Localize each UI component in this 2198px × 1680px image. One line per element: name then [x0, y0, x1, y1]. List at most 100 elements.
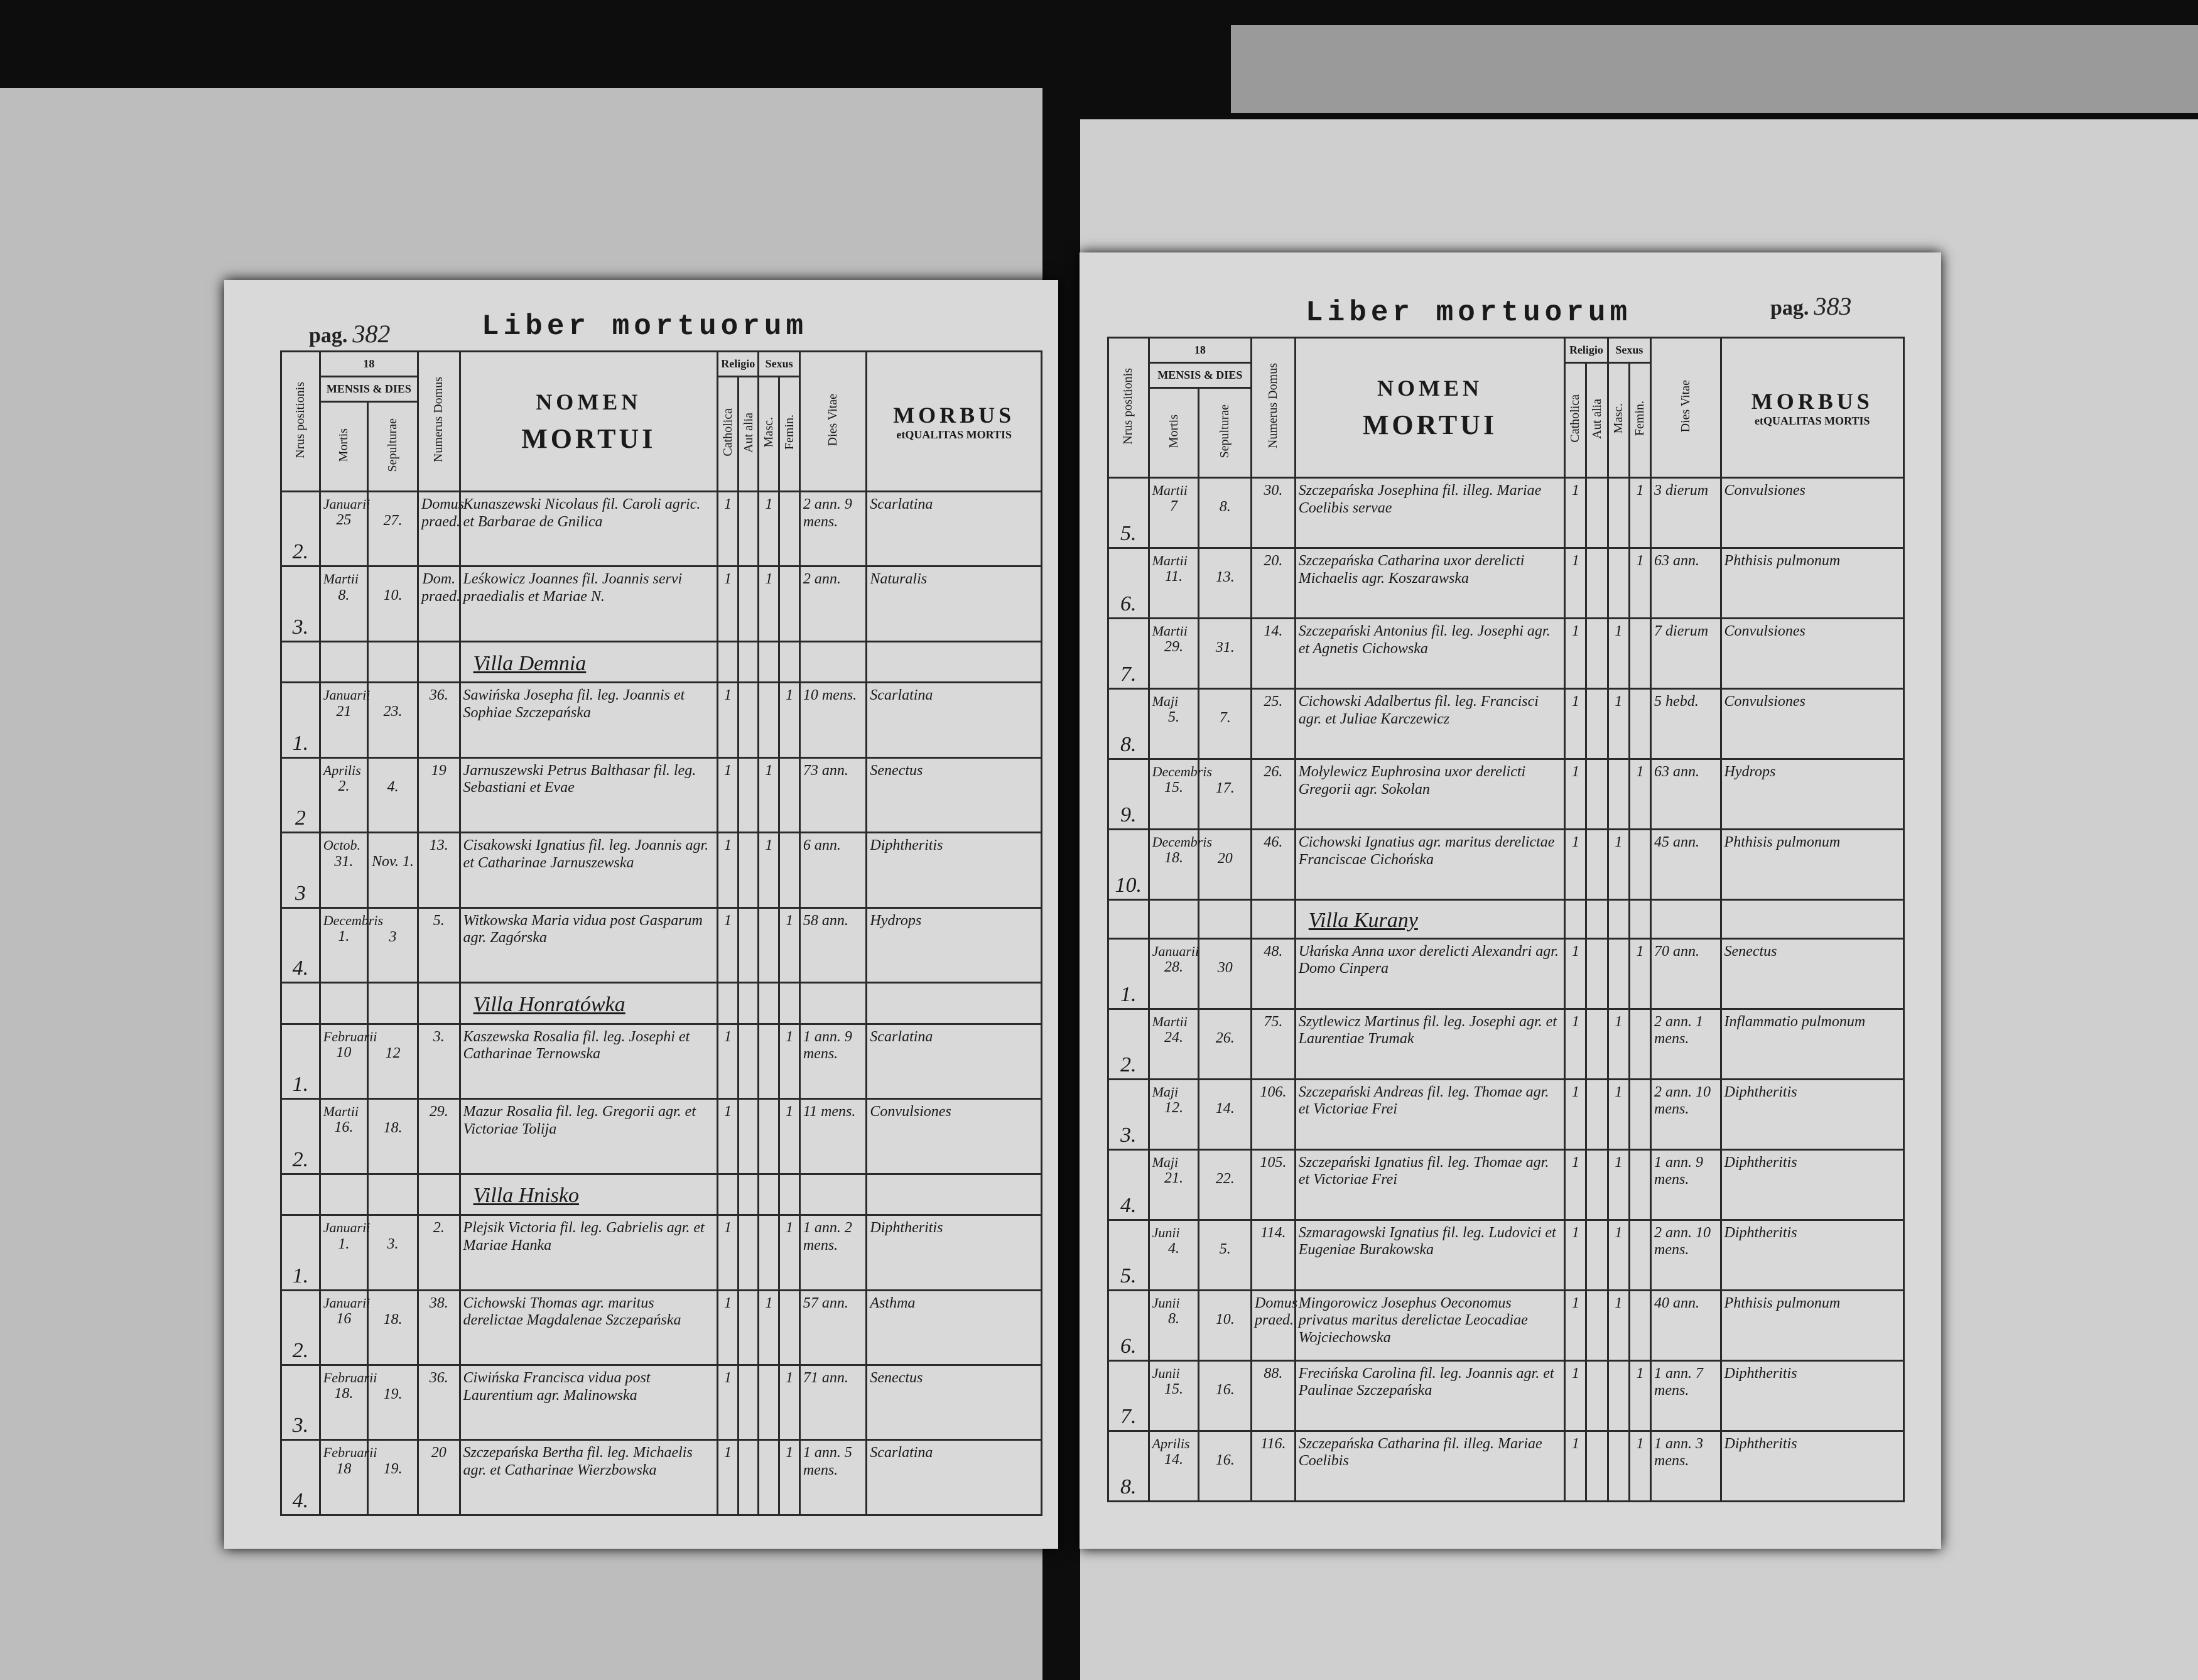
- mortis-text: 16: [336, 1310, 352, 1327]
- domus-cell: 105.: [1250, 1148, 1296, 1221]
- catholica-cell: 1: [717, 1098, 739, 1175]
- femin-header: Femin.: [778, 376, 801, 492]
- entry-row: 5. Martii 7 8. 30. Szczepańska Josephina fil.…: [1107, 476, 1905, 550]
- morbus-cell: Scarlatina: [865, 1439, 1042, 1516]
- entry-number-text: 7.: [1120, 662, 1137, 686]
- spacer: [1202, 943, 1248, 960]
- header-text: MORBUS: [893, 402, 1015, 428]
- morbus-cell-text: Scarlatina: [870, 496, 933, 512]
- mortis-cell: Junii 4.: [1147, 1218, 1200, 1291]
- mortis-text: 8.: [338, 587, 350, 604]
- header-text: MENSIS & DIES: [326, 382, 411, 395]
- domus-cell: Domus praed.: [416, 490, 464, 568]
- morbus-cell: Asthma: [865, 1289, 1042, 1367]
- masc-cell-text: 1: [1615, 1224, 1623, 1241]
- catholica-cell-text: 1: [723, 762, 732, 779]
- masc-cell: [757, 906, 781, 984]
- spacer: [1202, 1295, 1248, 1311]
- sepulturae-cell: 18.: [367, 1289, 419, 1367]
- sepulturae-text: 10.: [383, 587, 403, 604]
- morbus-cell-text: Asthma: [870, 1294, 916, 1311]
- sepulturae-header: Sepulturae: [1198, 387, 1253, 479]
- catholica-cell-text: 1: [723, 1370, 732, 1387]
- catholica-cell-text: 1: [1571, 1224, 1579, 1241]
- spacer: [371, 762, 414, 779]
- name-cell-text: Ułańska Anna uxor derelicti Alexandri ag…: [1298, 943, 1559, 977]
- sexus-header: Sexus: [1606, 337, 1652, 364]
- entry-row: 6. Martii 11. 13. 20. Szczepańska Catharina u…: [1107, 547, 1905, 620]
- sepulturae-text: 31.: [1215, 639, 1235, 656]
- domus-header: Numerus Domus: [1250, 337, 1296, 479]
- femin-cell: 1: [1628, 1359, 1652, 1432]
- entry-number: 7.: [1107, 1359, 1150, 1432]
- mortis-cell: Januarii 21: [318, 681, 370, 759]
- aut-alia-cell: [1585, 1218, 1609, 1291]
- sepulturae-text: 27.: [383, 512, 403, 529]
- village-name: Villa Kurany: [1308, 908, 1418, 932]
- morbus-cell-text: Phthisis pulmonum: [1724, 1294, 1841, 1311]
- village-row: Villa Kurany: [1107, 899, 1905, 940]
- village-name: Villa Demnia: [473, 651, 587, 675]
- entry-row: 5. Junii 4. 5. 114. Szmaragowski Ignatius fil…: [1107, 1218, 1905, 1291]
- morbus-cell: Diphtheritis: [1719, 1359, 1905, 1432]
- morbus-cell-text: Diphtheritis: [1724, 1083, 1797, 1100]
- catholica-cell: 1: [1564, 1078, 1588, 1151]
- femin-cell-text: 1: [786, 687, 793, 704]
- empty-cell: [798, 982, 868, 1025]
- mortis-cell: Aprilis 14.: [1147, 1429, 1200, 1502]
- catholica-cell: 1: [1564, 828, 1588, 901]
- entry-number: 4.: [1107, 1148, 1150, 1221]
- header-row: MENSIS & DIES Catholica Aut alia Masc. Femin…: [281, 376, 1042, 492]
- village-row: Villa Hnisko: [280, 1173, 1042, 1217]
- entry-number-text: 2.: [292, 1147, 309, 1171]
- domus-cell: 36.: [416, 1364, 461, 1441]
- aut-alia-cell: [737, 1098, 760, 1175]
- mortis-cell: Martii 8.: [318, 565, 369, 642]
- empty-cell: [865, 640, 1042, 684]
- mortis-cell: Decembris 1.: [318, 906, 383, 984]
- catholica-cell-text: 1: [723, 1444, 732, 1461]
- mortis-text: 12.: [1164, 1100, 1184, 1117]
- village-row: Villa Demnia: [280, 640, 1042, 684]
- empty-cell: [1585, 899, 1609, 940]
- domus-cell-text: 36.: [429, 687, 448, 704]
- domus-cell: 114.: [1250, 1218, 1296, 1291]
- empty-cell: [798, 1173, 868, 1217]
- entry-number: 1.: [280, 1214, 321, 1291]
- domus-cell: 36.: [416, 681, 461, 759]
- spacer: [1202, 1225, 1248, 1241]
- empty-cell: [318, 1173, 369, 1217]
- domus-cell: 14.: [1250, 617, 1296, 690]
- femin-cell: 1: [778, 1098, 801, 1175]
- sepulturae-cell: 17.: [1198, 758, 1253, 831]
- village-row: Villa Honratówka: [280, 982, 1042, 1025]
- name-cell: Kunaszewski Nicolaus fil. Caroli agric. …: [458, 490, 719, 568]
- header-row: Mortis Sepulturae: [281, 401, 1042, 492]
- sepulturae-cell: 30: [1198, 937, 1253, 1010]
- empty-cell: [367, 1173, 419, 1217]
- sepulturae-text: 4.: [387, 778, 399, 795]
- dies-vitae-cell: 2 ann.: [798, 565, 868, 642]
- empty-cell: [1719, 899, 1905, 940]
- name-cell-text: Witkowska Maria vidua post Gasparum agr.…: [463, 912, 703, 946]
- mortis-text: 18.: [334, 1385, 354, 1402]
- sepulturae-cell: Nov. 1.: [367, 832, 419, 909]
- sepulturae-cell: 3.: [367, 1214, 419, 1291]
- aut-alia-cell: [1585, 1359, 1609, 1432]
- dies-vitae-cell-text: 5 hebd.: [1654, 693, 1699, 710]
- masc-cell: 1: [1606, 828, 1630, 901]
- empty-cell: [1198, 899, 1253, 940]
- entry-number-text: 3.: [292, 615, 309, 639]
- entry-number-text: 6.: [1120, 1334, 1137, 1358]
- nrus-header: Nrus positionis: [1107, 337, 1150, 479]
- dies-vitae-cell: 2 ann. 10 mens.: [1650, 1218, 1722, 1291]
- morbus-cell-text: Diphtheritis: [1724, 1435, 1797, 1452]
- mortis-text: 21.: [1164, 1170, 1184, 1187]
- entry-row: 4. Maji 21. 22. 105. Szczepański Ignatius fil…: [1107, 1148, 1905, 1221]
- spacer: [371, 837, 414, 854]
- mortis-cell: Martii 11.: [1147, 547, 1200, 620]
- catholica-cell-text: 1: [723, 912, 732, 929]
- aut-alia-cell: [737, 565, 760, 642]
- header-text: et: [896, 428, 906, 441]
- catholica-cell-text: 1: [723, 1294, 732, 1311]
